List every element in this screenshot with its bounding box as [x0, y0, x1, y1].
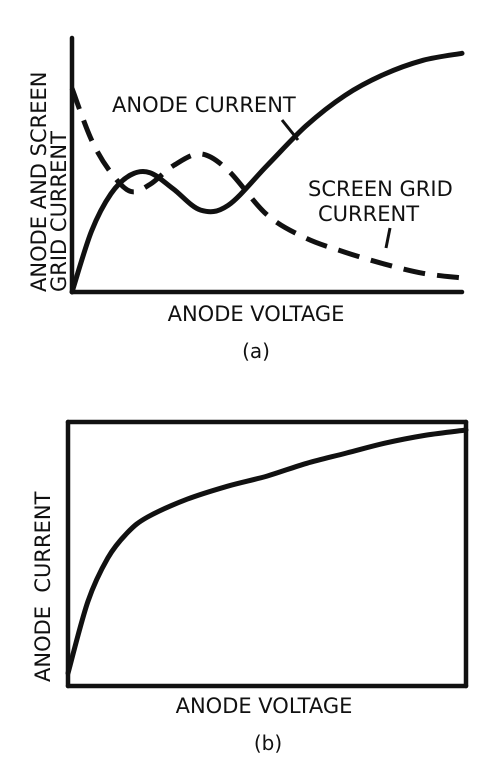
panel-b: ANODE CURRENT ANODE VOLTAGE (b): [31, 419, 469, 755]
panel-a: ANODE AND SCREEN GRID CURRENT ANODE CURR…: [27, 35, 465, 363]
panel-a-xlabel: ANODE VOLTAGE: [168, 302, 345, 326]
panel-a-series: [69, 50, 465, 295]
panel-a-caption: (a): [242, 339, 270, 363]
panel-b-caption: (b): [254, 731, 282, 755]
panel-b-xlabel: ANODE VOLTAGE: [176, 694, 353, 718]
panel-b-series: [65, 427, 469, 676]
series-label-anode-current: ANODE CURRENT: [112, 93, 296, 117]
series-label-screen-grid-line-2: CURRENT: [318, 202, 419, 226]
panel-a-ylabel-line-1: ANODE AND SCREEN: [27, 72, 51, 292]
series-label-screen-grid-line-1: SCREEN GRID: [308, 177, 453, 201]
panel-a-ylabel-line-2: GRID CURRENT: [47, 131, 71, 292]
panel-a-series-2-line: [69, 87, 463, 281]
panel-a-series-1-line: [69, 50, 465, 295]
panel-b-series-1-line: [65, 427, 469, 676]
panel-b-ylabel: ANODE CURRENT: [31, 491, 55, 682]
anode-current-leader: [280, 119, 300, 141]
screen-grid-leader: [384, 227, 392, 249]
